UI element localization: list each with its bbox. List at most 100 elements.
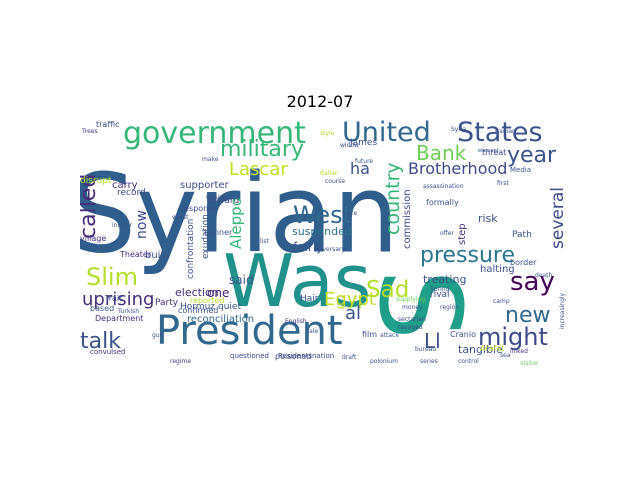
word-convulsed: convulsed — [90, 348, 126, 356]
word-commission: commission — [402, 189, 413, 249]
word-said: said — [229, 273, 254, 287]
word-hair: Hair — [300, 294, 319, 304]
word-path: Path — [512, 230, 532, 240]
word-pressure: pressure — [420, 243, 516, 268]
word-egypt: Egypt — [324, 289, 376, 310]
word-list: list — [260, 238, 269, 245]
word-ravaged: ravaged — [398, 324, 423, 331]
word-bureau: bureau — [415, 346, 437, 353]
word-sad: Sad — [366, 277, 410, 303]
word-tangible: tangible — [458, 343, 503, 356]
word-force: force — [342, 210, 358, 217]
word-response: response — [181, 204, 218, 213]
word-course: course — [325, 178, 346, 185]
word-slim: Slim — [86, 263, 138, 291]
word-toward: toward — [208, 196, 240, 206]
word-first: first — [497, 180, 509, 187]
word-sectarian: sectarian — [398, 316, 426, 323]
word-was: Was — [223, 239, 372, 323]
word-record: record — [117, 188, 146, 198]
word-reported: reported — [190, 296, 225, 305]
word-attack: attack — [380, 332, 399, 339]
word-uprising: uprising — [82, 289, 155, 310]
word-al: al — [345, 303, 362, 324]
word-reconciliation: reconciliation — [187, 314, 255, 325]
word-cranio: Cranio — [450, 330, 476, 339]
word-department: Department — [95, 314, 144, 323]
word-draft: draft — [342, 354, 357, 361]
word-carry: carry — [112, 180, 138, 191]
word-threat: threat — [482, 148, 507, 157]
word-residentsnation: Residentsnation — [278, 352, 335, 360]
word-now: now — [134, 210, 150, 239]
word-visitor: visitor — [520, 360, 539, 367]
word-risk: risk — [478, 212, 498, 225]
word-italian: Italian — [320, 170, 339, 177]
word-supporter: supporter — [180, 180, 229, 191]
word-media: Media — [510, 166, 532, 174]
word-year: year — [507, 143, 557, 168]
word-west: West — [293, 201, 353, 229]
word-step: step — [457, 223, 468, 245]
word-hormuz: Hormuz — [180, 302, 216, 312]
word-sea: sea — [500, 352, 511, 359]
word-bank: Bank — [416, 141, 467, 165]
word-spring: Spring — [430, 286, 450, 293]
word-ll: Ll — [424, 329, 441, 353]
word-formally: formally — [426, 198, 459, 207]
word-sale: sale — [306, 328, 319, 335]
word-control: control — [458, 358, 479, 365]
word-might: might — [478, 323, 548, 351]
word-turkish: Turkish — [118, 308, 140, 315]
word-increasingly: increasingly — [559, 292, 566, 329]
word-mining: mining — [206, 194, 227, 201]
word-president: President — [156, 308, 343, 354]
word-style: style — [320, 130, 335, 137]
word-insider: insider — [112, 222, 133, 229]
word-brotherhood: Brotherhood — [408, 159, 508, 178]
word-region: region — [440, 304, 459, 311]
word-cloud: Syrian Was S President government United… — [80, 119, 576, 369]
word-death: death — [535, 272, 553, 279]
word-say: say — [510, 267, 555, 297]
word-syria: Syria — [451, 126, 467, 133]
word-linked: linked — [510, 348, 528, 355]
word-treating: treating — [423, 273, 467, 286]
word-quiet: quiet — [218, 302, 241, 312]
word-new: new — [505, 303, 551, 328]
word-one: one — [207, 286, 230, 300]
word-lascar: Lascar — [229, 159, 288, 180]
word-confirmed: confirmed — [178, 306, 219, 315]
word-banner: banner — [204, 228, 233, 237]
word-adversary: adversary — [315, 246, 346, 253]
word-make: make — [202, 156, 219, 163]
word-future: future — [355, 158, 374, 165]
word-ha: ha — [350, 159, 370, 178]
word-regime: regime — [170, 358, 192, 365]
word-talk: talk — [80, 329, 121, 354]
word-trait: Trait — [105, 294, 123, 303]
word-country: country — [382, 162, 404, 235]
word-money: money — [402, 304, 423, 311]
word-united: United — [342, 119, 431, 148]
word-james: James — [350, 138, 378, 148]
word-border: border — [510, 258, 537, 267]
word-military: military — [220, 137, 304, 162]
word-traffic: traffic — [96, 120, 120, 129]
word-rival: rival — [430, 290, 450, 300]
word-film: film — [362, 330, 378, 339]
word-widow: widow — [340, 142, 359, 149]
word-halting: halting — [480, 264, 515, 275]
word-suspended: suspended — [292, 225, 352, 238]
word-build: build — [145, 250, 170, 261]
word-syrian: Syrian — [80, 149, 399, 278]
word-english: English — [285, 318, 307, 325]
word-questioned: questioned — [230, 352, 269, 360]
word-arafat: Arafat — [480, 344, 505, 353]
word-offer: offer — [440, 230, 454, 237]
word-states: States — [457, 119, 543, 148]
chart-title: 2012-07 — [286, 92, 354, 111]
word-iranian: Iranian — [495, 128, 516, 135]
word-theater: Theater — [120, 250, 152, 259]
word-fairly: fairly — [293, 240, 324, 254]
